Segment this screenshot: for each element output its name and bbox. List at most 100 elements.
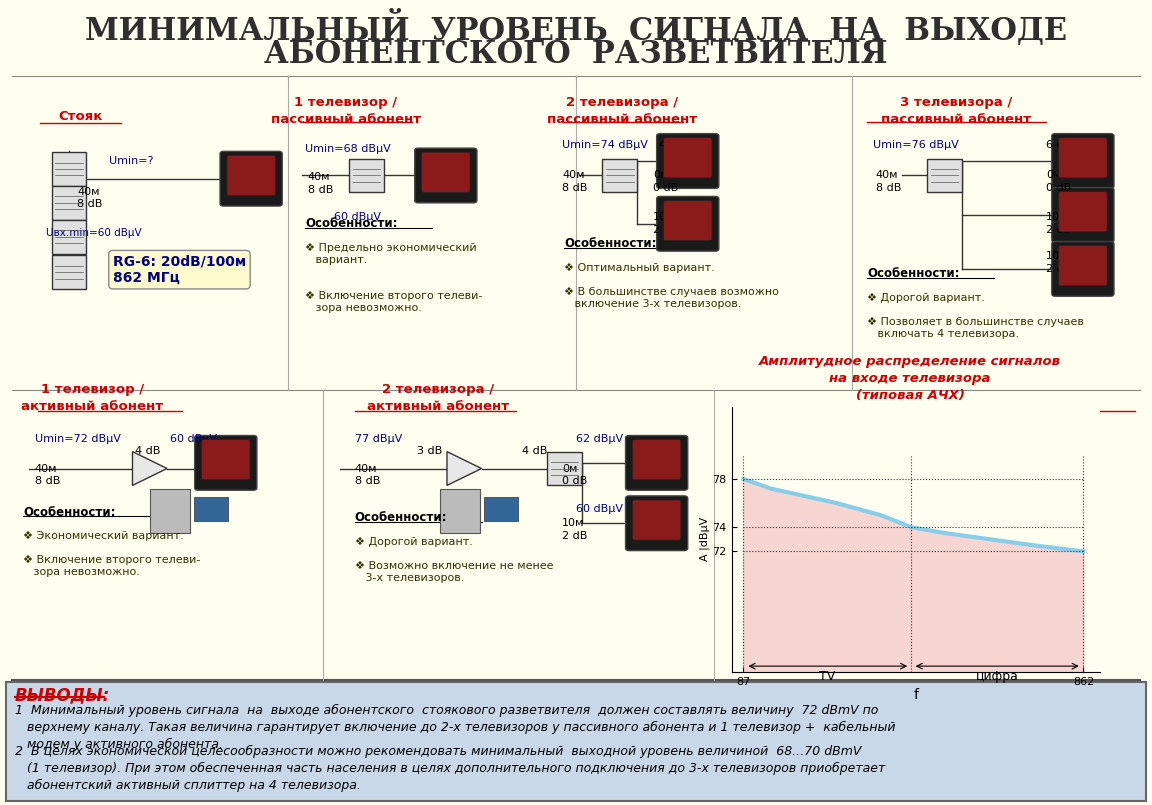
Text: 0м: 0м xyxy=(1046,171,1061,180)
Text: Амплитудное распределение сигналов
на входе телевизора
(типовая АЧХ): Амплитудное распределение сигналов на вх… xyxy=(759,355,1061,402)
Text: Особенности:: Особенности: xyxy=(564,237,657,250)
Text: 10м: 10м xyxy=(562,518,584,528)
Text: 60 dBμV: 60 dBμV xyxy=(576,504,623,514)
Text: 4 dB: 4 dB xyxy=(659,140,684,150)
Text: Umin=68 dBμV: Umin=68 dBμV xyxy=(305,144,391,154)
Text: ❖ Включение второго телеви-
   зора невозможно.: ❖ Включение второго телеви- зора невозмо… xyxy=(23,555,200,577)
Text: 8 dB: 8 dB xyxy=(355,477,380,486)
Text: ❖ Экономический вариант.: ❖ Экономический вариант. xyxy=(23,531,184,541)
FancyBboxPatch shape xyxy=(626,436,688,490)
Text: 1  Минимальный уровень сигнала  на  выходе абонентского  стоякового разветвителя: 1 Минимальный уровень сигнала на выходе … xyxy=(15,704,895,751)
Text: 2 dB: 2 dB xyxy=(653,225,679,235)
Text: 3 телевизора /
пассивный абонент: 3 телевизора / пассивный абонент xyxy=(881,96,1031,126)
Text: Umin=?: Umin=? xyxy=(109,156,154,166)
Bar xyxy=(52,220,86,254)
Bar xyxy=(484,497,518,521)
Text: ❖ Позволяет в большинстве случаев
   включать 4 телевизора.: ❖ Позволяет в большинстве случаев включа… xyxy=(867,317,1084,339)
X-axis label: f: f xyxy=(914,688,918,703)
FancyBboxPatch shape xyxy=(195,436,257,490)
FancyBboxPatch shape xyxy=(632,440,681,480)
Text: Особенности:: Особенности: xyxy=(867,267,960,280)
Text: ❖ Дорогой вариант.: ❖ Дорогой вариант. xyxy=(867,293,985,303)
Text: 0м: 0м xyxy=(562,464,577,473)
FancyBboxPatch shape xyxy=(1052,242,1114,296)
Text: 3 dB: 3 dB xyxy=(417,446,442,456)
Text: Umin=74 dBμV: Umin=74 dBμV xyxy=(562,140,649,150)
Text: 2 телевизора /
активный абонент: 2 телевизора / активный абонент xyxy=(366,383,509,414)
Text: ВЫВОДЫ:: ВЫВОДЫ: xyxy=(15,686,111,704)
Text: Особенности:: Особенности: xyxy=(305,217,397,230)
Text: 8 dB: 8 dB xyxy=(77,200,103,209)
Text: 8 dB: 8 dB xyxy=(876,184,901,193)
Text: 60 dBμV: 60 dBμV xyxy=(170,434,218,444)
FancyBboxPatch shape xyxy=(1052,188,1114,242)
Text: 40м: 40м xyxy=(77,187,100,196)
Polygon shape xyxy=(447,452,482,485)
Bar xyxy=(349,159,384,192)
Text: 77 dBμV: 77 dBμV xyxy=(355,434,402,444)
Bar xyxy=(52,186,86,220)
FancyBboxPatch shape xyxy=(664,200,712,241)
Text: 0 dB: 0 dB xyxy=(1046,184,1071,193)
Text: 2 телевизора /
пассивный абонент: 2 телевизора / пассивный абонент xyxy=(547,96,697,126)
Text: Стояк: Стояк xyxy=(59,110,103,123)
Text: Umin=76 dBμV: Umin=76 dBμV xyxy=(873,140,958,150)
Text: 60 dBμV: 60 dBμV xyxy=(334,213,381,222)
Bar xyxy=(150,489,190,533)
FancyBboxPatch shape xyxy=(202,440,250,480)
Polygon shape xyxy=(132,452,167,485)
Text: 2  В целях экономической целесообразности можно рекомендовать минимальный  выход: 2 В целях экономической целесообразности… xyxy=(15,745,885,792)
Bar xyxy=(547,452,582,485)
Bar xyxy=(194,497,228,521)
Text: МИНИМАЛЬНЫЙ  УРОВЕНЬ  СИГНАЛА  НА  ВЫХОДЕ: МИНИМАЛЬНЫЙ УРОВЕНЬ СИГНАЛА НА ВЫХОДЕ xyxy=(85,10,1067,47)
FancyBboxPatch shape xyxy=(1059,138,1107,178)
Bar xyxy=(52,152,86,186)
Text: 2 dB: 2 dB xyxy=(1046,264,1071,274)
Text: 8 dB: 8 dB xyxy=(35,477,60,486)
FancyBboxPatch shape xyxy=(664,138,712,178)
FancyBboxPatch shape xyxy=(657,196,719,251)
FancyBboxPatch shape xyxy=(1052,134,1114,188)
Text: 1 телевизор /
активный абонент: 1 телевизор / активный абонент xyxy=(21,383,164,414)
Text: Umin=72 dBμV: Umin=72 dBμV xyxy=(35,434,121,444)
FancyBboxPatch shape xyxy=(227,155,275,196)
Text: ❖ Предельно экономический
   вариант.: ❖ Предельно экономический вариант. xyxy=(305,243,477,265)
Text: TV: TV xyxy=(819,670,835,683)
Text: Особенности:: Особенности: xyxy=(355,511,447,524)
Text: 10м: 10м xyxy=(1046,213,1068,222)
Text: 0м: 0м xyxy=(653,171,668,180)
FancyBboxPatch shape xyxy=(626,496,688,551)
Text: 8 dB: 8 dB xyxy=(308,185,333,195)
Text: 40м: 40м xyxy=(355,464,378,473)
Text: цифра: цифра xyxy=(976,670,1018,683)
FancyBboxPatch shape xyxy=(220,151,282,206)
Text: ❖ Оптимальный вариант.: ❖ Оптимальный вариант. xyxy=(564,263,715,273)
Text: 2 dB: 2 dB xyxy=(562,531,588,541)
Text: АБОНЕНТСКОГО  РАЗВЕТВИТЕЛЯ: АБОНЕНТСКОГО РАЗВЕТВИТЕЛЯ xyxy=(264,39,888,70)
Bar xyxy=(6,682,1146,801)
Text: 10м: 10м xyxy=(1046,251,1068,261)
Text: 2 dB: 2 dB xyxy=(1046,225,1071,235)
Text: 1 телевизор /
пассивный абонент: 1 телевизор / пассивный абонент xyxy=(271,96,420,126)
Text: 6 dB: 6 dB xyxy=(1046,140,1071,150)
Text: ❖ Дорогой вариант.: ❖ Дорогой вариант. xyxy=(355,537,472,547)
FancyBboxPatch shape xyxy=(1059,192,1107,232)
Text: 62 dBμV: 62 dBμV xyxy=(576,434,623,444)
Bar xyxy=(602,159,637,192)
FancyBboxPatch shape xyxy=(657,134,719,188)
FancyBboxPatch shape xyxy=(415,148,477,203)
Text: 4 dB: 4 dB xyxy=(522,446,547,456)
Text: ❖ Включение второго телеви-
   зора невозможно.: ❖ Включение второго телеви- зора невозмо… xyxy=(305,291,483,313)
FancyBboxPatch shape xyxy=(632,500,681,540)
Bar xyxy=(52,255,86,289)
Text: 40м: 40м xyxy=(562,171,585,180)
Text: ❖ Возможно включение не менее
   3-х телевизоров.: ❖ Возможно включение не менее 3-х телеви… xyxy=(355,561,553,583)
Text: 10м: 10м xyxy=(653,213,675,222)
Text: 8 dB: 8 dB xyxy=(562,184,588,193)
Text: Особенности:: Особенности: xyxy=(23,506,115,518)
Bar xyxy=(440,489,480,533)
Text: RG-6: 20dB/100м
862 МГц: RG-6: 20dB/100м 862 МГц xyxy=(113,254,247,285)
Text: ❖ В большинстве случаев возможно
   включение 3-х телевизоров.: ❖ В большинстве случаев возможно включен… xyxy=(564,287,780,309)
FancyBboxPatch shape xyxy=(422,152,470,192)
Text: Uвх.min=60 dBμV: Uвх.min=60 dBμV xyxy=(46,229,142,238)
